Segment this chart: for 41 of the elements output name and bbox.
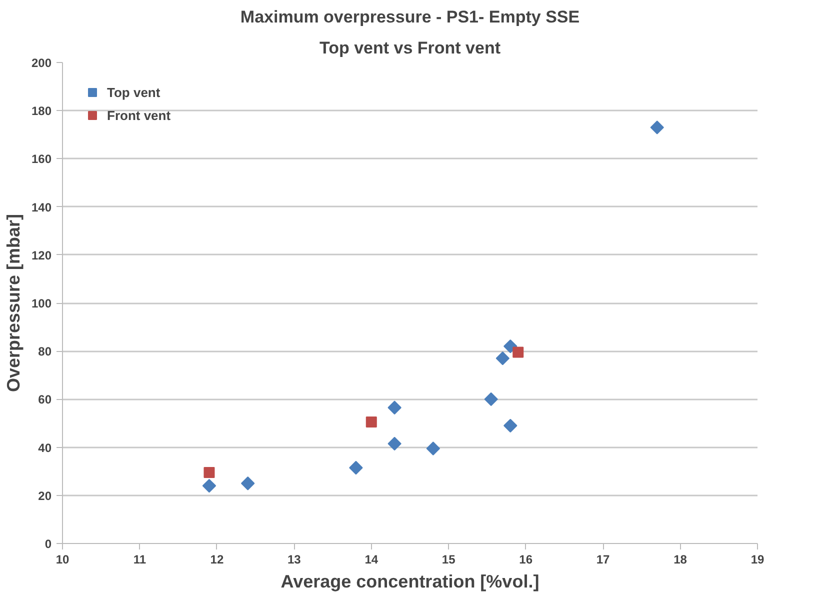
y-tick-label: 120 (31, 248, 52, 262)
x-tick-label: 19 (750, 552, 764, 566)
y-axis-title: Overpressure [mbar] (3, 214, 24, 392)
point (504, 418, 518, 433)
legend-label: Top vent (107, 84, 160, 100)
point (512, 346, 524, 358)
x-tick-label: 13 (287, 552, 302, 566)
x-tick-label: 14 (364, 552, 378, 566)
y-tick-label: 180 (31, 104, 52, 118)
point (366, 416, 377, 428)
y-tick-label: 80 (38, 344, 52, 359)
point (240, 476, 255, 490)
point (204, 467, 215, 478)
chart-title: Maximum overpressure - PS1- Empty SSE (240, 8, 580, 26)
point (202, 478, 216, 493)
point (504, 339, 518, 354)
point (484, 392, 498, 406)
x-tick-label: 16 (519, 552, 533, 566)
x-axis-title: Average concentration [%vol.] (280, 572, 540, 592)
y-tick-label: 200 (31, 56, 52, 70)
point (496, 351, 510, 366)
y-tick-label: 40 (38, 440, 52, 455)
y-tick-label: 0 (44, 537, 52, 551)
point (426, 442, 440, 456)
point (650, 120, 664, 134)
x-tick-label: 11 (133, 552, 146, 566)
chart-subtitle: Top vent vs Front vent (319, 38, 501, 58)
y-tick-label: 60 (38, 392, 52, 407)
point (388, 436, 402, 451)
x-tick-label: 10 (56, 552, 70, 566)
point (349, 460, 363, 475)
y-tick-label: 140 (31, 200, 52, 214)
x-tick-label: 17 (596, 552, 610, 566)
y-tick-label: 100 (31, 296, 52, 310)
y-tick-label: 20 (38, 488, 52, 503)
point (388, 400, 402, 414)
x-tick-label: 12 (210, 552, 224, 566)
y-tick-label: 160 (31, 152, 52, 166)
legend-label: Front vent (107, 108, 171, 122)
x-tick-label: 15 (442, 552, 456, 566)
x-tick-label: 18 (674, 552, 688, 566)
